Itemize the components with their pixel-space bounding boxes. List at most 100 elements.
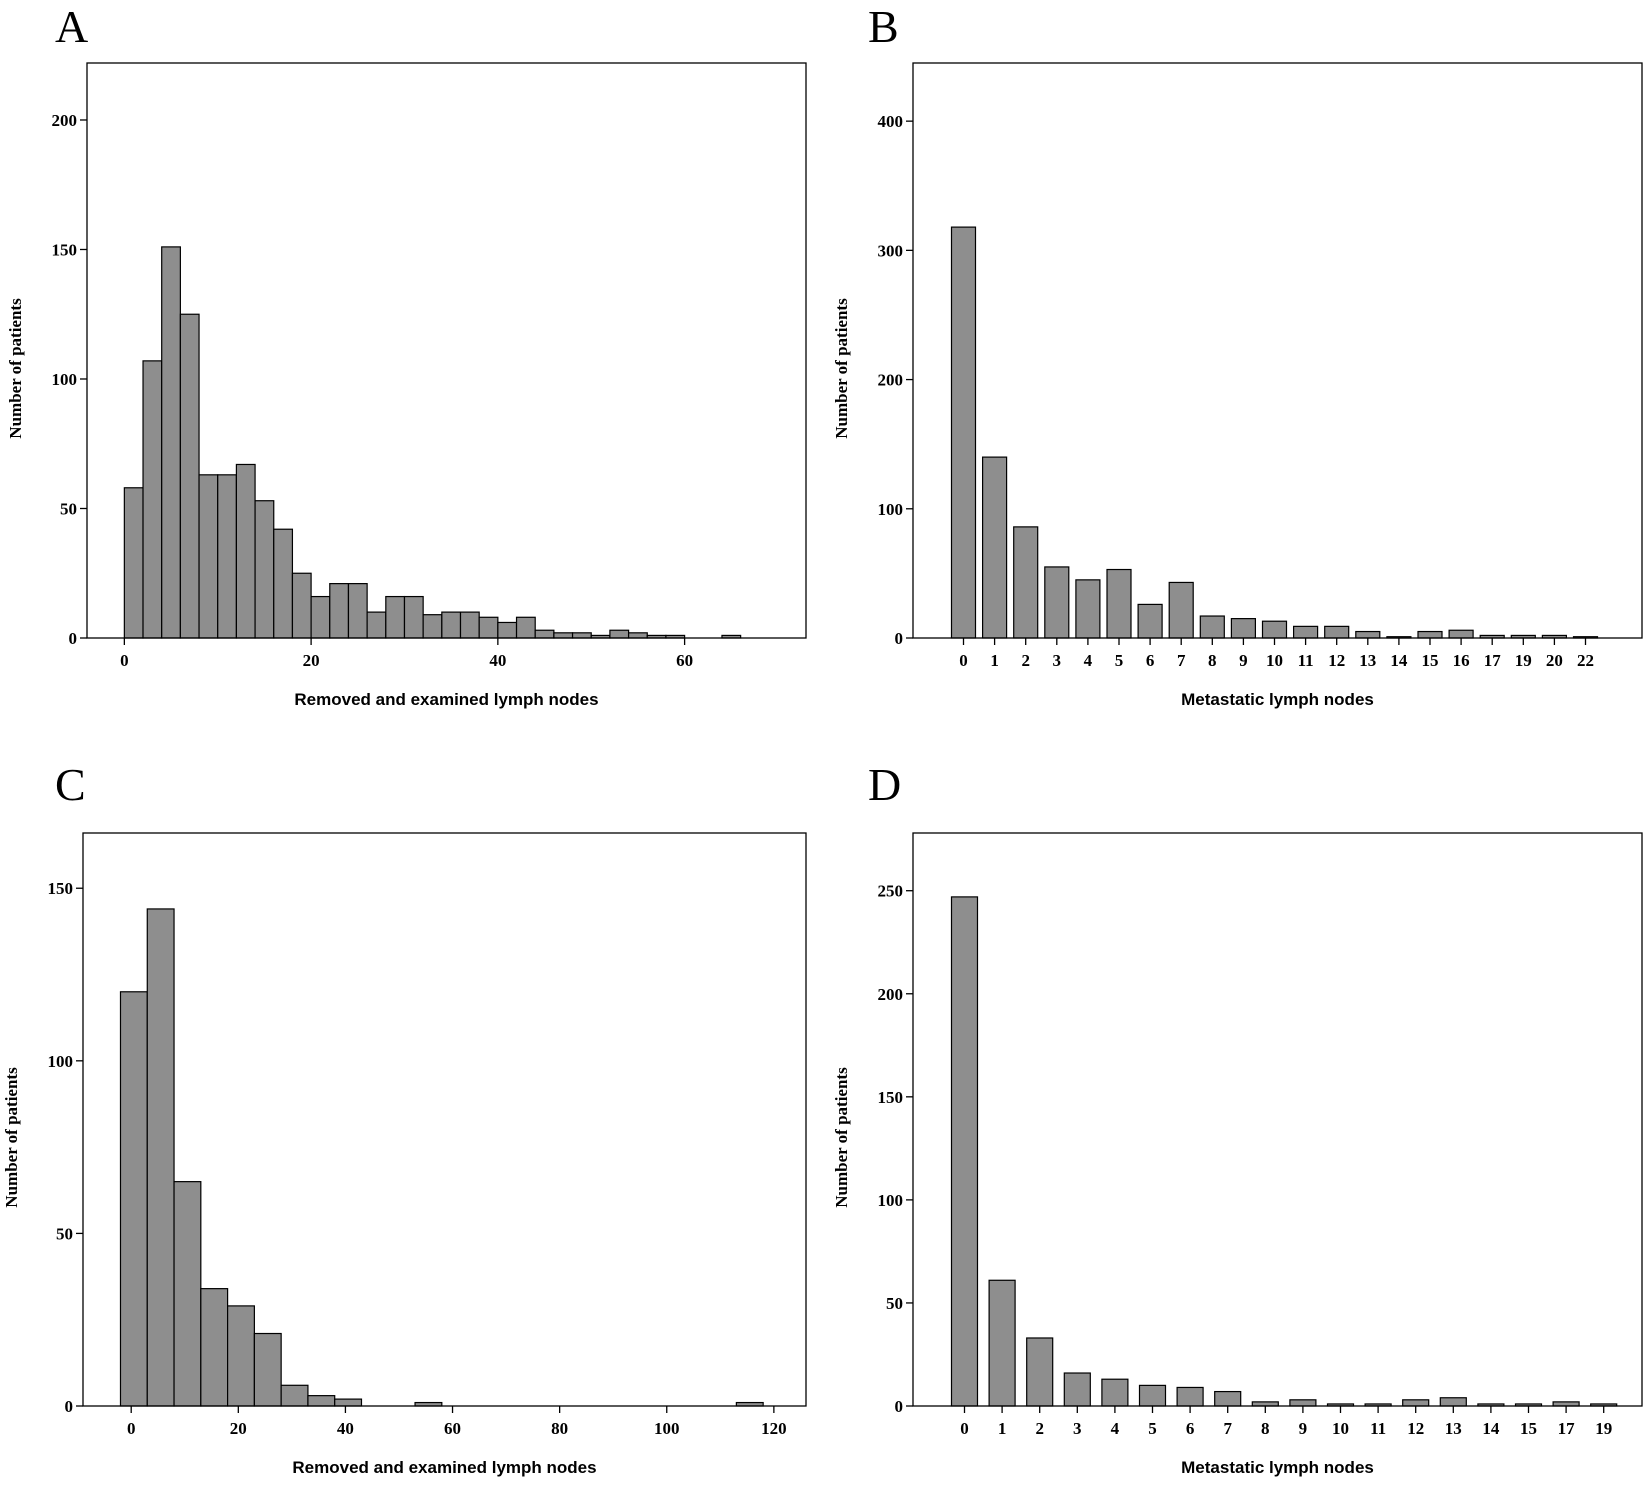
x-tick-label: 10	[1266, 651, 1283, 670]
bar-15	[1417, 630, 1443, 639]
x-tick-label: 100	[654, 1419, 680, 1438]
y-tick-label: 200	[878, 371, 904, 390]
x-tick-label: 20	[1546, 651, 1563, 670]
bar-2	[1026, 1337, 1054, 1407]
x-axis-title: Metastatic lymph nodes	[1181, 1458, 1374, 1477]
histogram-bar	[235, 463, 256, 639]
bar-1	[981, 456, 1008, 639]
y-axis-title: Number of patients	[832, 298, 851, 439]
x-axis-title: Removed and examined lymph nodes	[292, 1458, 596, 1477]
plot-frame	[912, 62, 1643, 639]
y-tick-label: 100	[878, 1191, 904, 1210]
y-tick-label: 0	[895, 629, 904, 648]
x-tick-label: 20	[230, 1419, 247, 1438]
histogram-bar	[515, 616, 536, 639]
bar-13	[1355, 630, 1381, 639]
histogram-bar	[119, 991, 148, 1407]
x-tick-label: 6	[1186, 1419, 1195, 1438]
x-tick-label: 17	[1558, 1419, 1576, 1438]
bar-10	[1261, 620, 1288, 639]
x-tick-label: 2	[1035, 1419, 1044, 1438]
histogram-bar	[478, 616, 499, 639]
x-tick-label: 8	[1261, 1419, 1270, 1438]
bar-3	[1044, 566, 1070, 639]
histogram-bar	[441, 611, 462, 639]
y-axis-title: Number of patients	[6, 298, 25, 439]
histogram-bar	[291, 572, 312, 639]
x-tick-label: 4	[1084, 651, 1093, 670]
panel-letter: C	[55, 759, 86, 810]
histogram-bar	[200, 1288, 229, 1407]
x-tick-label: 13	[1359, 651, 1376, 670]
y-tick-label: 50	[56, 1224, 73, 1243]
bar-9	[1289, 1399, 1317, 1407]
x-tick-label: 1	[998, 1419, 1007, 1438]
histogram-bar	[534, 629, 555, 639]
x-tick-label: 19	[1595, 1419, 1612, 1438]
x-tick-label: 80	[551, 1419, 568, 1438]
histogram-bar	[366, 611, 387, 639]
y-tick-label: 200	[52, 111, 78, 130]
y-tick-label: 0	[895, 1397, 904, 1416]
x-tick-label: 40	[489, 651, 506, 670]
plot-frame	[82, 832, 807, 1407]
x-tick-label: 16	[1453, 651, 1470, 670]
histogram-bar	[627, 632, 648, 639]
histogram-bar	[609, 629, 630, 639]
x-tick-label: 0	[959, 651, 968, 670]
y-tick-label: 300	[878, 241, 904, 260]
histogram-bar	[329, 583, 350, 639]
histogram-bar	[142, 360, 163, 639]
histogram-bar	[307, 1395, 336, 1407]
x-tick-label: 14	[1482, 1419, 1500, 1438]
histogram-bar	[403, 595, 424, 639]
x-tick-label: 60	[676, 651, 693, 670]
x-tick-label: 11	[1298, 651, 1314, 670]
histogram-bar	[422, 614, 443, 639]
histogram-bar	[198, 474, 219, 639]
histogram-bar	[253, 1332, 282, 1407]
panel-letter: D	[868, 759, 901, 810]
y-tick-label: 100	[878, 500, 904, 519]
chart-panel-a: A 0 20 40 60 0 50 100 150 200 Removed and examined…	[6, 1, 807, 709]
x-tick-label: 22	[1577, 651, 1594, 670]
x-tick-label: 40	[337, 1419, 354, 1438]
x-tick-label: 13	[1445, 1419, 1462, 1438]
x-tick-label: 9	[1299, 1419, 1308, 1438]
y-tick-label: 150	[52, 240, 78, 259]
histogram-bar	[173, 1181, 202, 1407]
y-tick-label: 200	[878, 985, 904, 1004]
x-tick-label: 7	[1223, 1419, 1232, 1438]
y-tick-label: 0	[65, 1397, 74, 1416]
bar-5	[1106, 568, 1132, 639]
plot-frame	[86, 62, 807, 639]
histogram-bar	[217, 474, 238, 639]
histogram-bar	[254, 500, 275, 639]
x-tick-label: 4	[1111, 1419, 1120, 1438]
y-tick-label: 50	[886, 1294, 903, 1313]
histogram-bar	[227, 1305, 255, 1407]
x-tick-label: 2	[1021, 651, 1030, 670]
bar-0	[950, 896, 979, 1407]
histogram-bar	[146, 908, 175, 1407]
x-tick-label: 60	[444, 1419, 461, 1438]
x-tick-label: 120	[761, 1419, 787, 1438]
plot-frame	[912, 832, 1643, 1407]
x-tick-label: 15	[1520, 1419, 1537, 1438]
bar-6	[1176, 1386, 1204, 1407]
x-tick-label: 0	[120, 651, 129, 670]
histogram-bar	[273, 528, 294, 639]
bar-7	[1168, 581, 1194, 639]
x-tick-label: 5	[1148, 1419, 1157, 1438]
x-axis-title: Removed and examined lymph nodes	[294, 690, 598, 709]
x-tick-label: 10	[1332, 1419, 1349, 1438]
y-axis-title: Number of patients	[832, 1067, 851, 1208]
y-tick-label: 250	[878, 882, 904, 901]
bar-6	[1137, 603, 1163, 639]
histogram-bar	[161, 246, 181, 639]
x-tick-label: 11	[1370, 1419, 1386, 1438]
histogram-bar	[334, 1398, 363, 1407]
panel-letter: A	[55, 1, 88, 52]
panel-letter: B	[868, 1, 899, 52]
chart-panel-b: B0 1 2 3 4 5 6 7 8 9 10 11 12 13 14 15 16 17 19 20 220100200…	[832, 1, 1643, 709]
